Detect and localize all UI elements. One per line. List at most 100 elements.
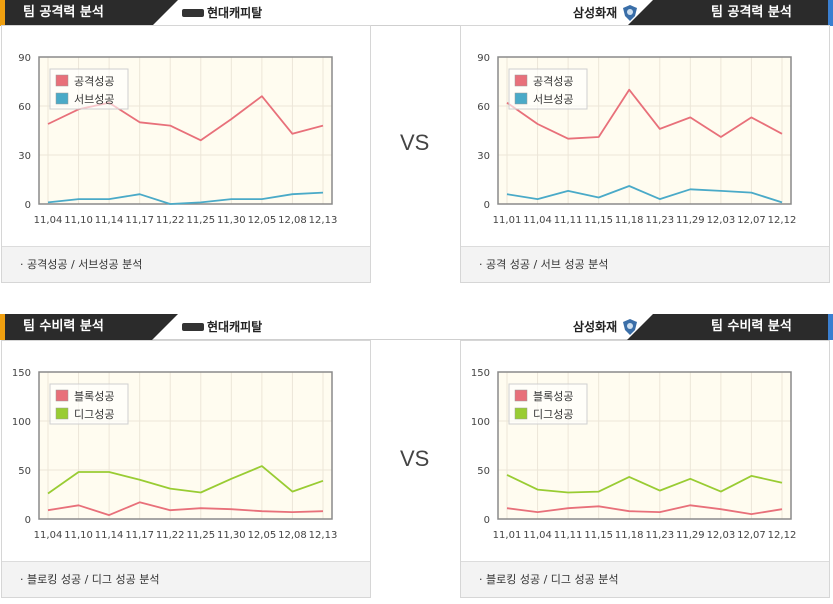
legend-swatch bbox=[55, 92, 69, 105]
series-line-2 bbox=[506, 474, 783, 494]
legend-label: 공격성공 bbox=[533, 75, 573, 88]
x-tick-label: 11,22 bbox=[156, 215, 185, 226]
legend-swatch bbox=[514, 74, 528, 87]
tab-defense-right[interactable]: 팀 수비력 분석 bbox=[627, 314, 833, 340]
legend-swatch bbox=[55, 407, 69, 420]
y-tick-label: 50 bbox=[18, 466, 31, 477]
x-tick-label: 12,13 bbox=[309, 530, 338, 541]
x-tick-label: 11,30 bbox=[217, 215, 246, 226]
legend-label: 블록성공 bbox=[74, 390, 114, 403]
chart-panel-defense-hyundai: 0 50 100 150 11,04 11,10 11,14 11,17 11,22 11,25 1… bbox=[1, 340, 371, 598]
x-tick-label: 11,18 bbox=[615, 530, 644, 541]
x-tick-label: 11,11 bbox=[554, 215, 583, 226]
attack-chart-samsung: 0 30 60 90 11,01 11,04 11,11 11,15 11,18 11,23 11,… bbox=[477, 53, 796, 226]
x-tick-label: 12,08 bbox=[278, 215, 307, 226]
plot-frame bbox=[38, 371, 333, 520]
x-tick-label: 12,12 bbox=[768, 530, 797, 541]
x-tick-label: 11,04 bbox=[523, 530, 552, 541]
x-tick-label: 11,29 bbox=[676, 215, 705, 226]
team-label: 현대캐피탈 bbox=[207, 320, 263, 334]
legend-label: 서브성공 bbox=[533, 93, 573, 106]
team-name-left: 현대캐피탈 bbox=[182, 314, 262, 340]
y-tick-label: 150 bbox=[12, 368, 31, 379]
team-label: 현대캐피탈 bbox=[207, 6, 263, 20]
team-label: 삼성화재 bbox=[573, 6, 618, 20]
team-label: 삼성화재 bbox=[573, 320, 618, 334]
x-tick-label: 11,25 bbox=[186, 215, 215, 226]
x-tick-label: 12,05 bbox=[248, 215, 277, 226]
chart-caption: · 블로킹 성공 / 디그 성공 분석 bbox=[2, 561, 370, 597]
legend-label: 블록성공 bbox=[533, 390, 573, 403]
x-tick-label: 11,23 bbox=[645, 215, 674, 226]
hyundai-logo-icon bbox=[182, 322, 204, 331]
x-tick-label: 11,10 bbox=[64, 530, 93, 541]
x-tick-label: 11,18 bbox=[615, 215, 644, 226]
y-tick-label: 60 bbox=[18, 102, 31, 113]
y-tick-label: 0 bbox=[25, 200, 31, 211]
plot-frame bbox=[497, 371, 792, 520]
y-tick-label: 50 bbox=[477, 466, 490, 477]
chart-caption: · 공격성공 / 서브성공 분석 bbox=[2, 246, 370, 282]
header-divider bbox=[0, 339, 833, 340]
chart-panel-attack-samsung: 0 30 60 90 11,01 11,04 11,11 11,15 11,18 11,23 11,… bbox=[460, 25, 830, 283]
series-line-2 bbox=[47, 465, 324, 495]
y-tick-label: 30 bbox=[18, 151, 31, 162]
attack-header: 팀 공격력 분석 현대캐피탈 삼성화재 팀 공격력 분석 bbox=[0, 0, 833, 26]
chart-caption: · 공격 성공 / 서브 성공 분석 bbox=[461, 246, 829, 282]
y-tick-label: 150 bbox=[471, 368, 490, 379]
attack-chart-hyundai: 0 30 60 90 11,04 11,10 11,14 11,17 11,22 11,25 11,… bbox=[18, 53, 338, 226]
x-tick-label: 11,29 bbox=[676, 530, 705, 541]
x-tick-label: 12,05 bbox=[248, 530, 277, 541]
tab-defense-left[interactable]: 팀 수비력 분석 bbox=[0, 314, 178, 340]
legend-swatch bbox=[55, 74, 69, 87]
x-tick-label: 12,03 bbox=[707, 530, 736, 541]
y-tick-label: 90 bbox=[18, 53, 31, 64]
y-tick-label: 100 bbox=[12, 417, 31, 428]
legend-swatch bbox=[55, 389, 69, 402]
y-tick-label: 60 bbox=[477, 102, 490, 113]
x-tick-label: 11,23 bbox=[645, 530, 674, 541]
chart-panel-defense-samsung: 0 50 100 150 11,01 11,04 11,11 11,15 11,18 11,23 1… bbox=[460, 340, 830, 598]
x-tick-label: 12,07 bbox=[737, 530, 766, 541]
series-line-2 bbox=[506, 185, 783, 204]
tab-attack-left[interactable]: 팀 공격력 분석 bbox=[0, 0, 178, 26]
x-tick-label: 11,11 bbox=[554, 530, 583, 541]
team-name-left: 현대캐피탈 bbox=[182, 0, 262, 26]
x-tick-label: 11,22 bbox=[156, 530, 185, 541]
x-tick-label: 12,07 bbox=[737, 215, 766, 226]
series-line-1 bbox=[47, 501, 324, 517]
x-tick-label: 11,04 bbox=[523, 215, 552, 226]
x-tick-label: 12,03 bbox=[707, 215, 736, 226]
y-tick-label: 0 bbox=[484, 200, 490, 211]
x-tick-label: 12,13 bbox=[309, 215, 338, 226]
legend-label: 서브성공 bbox=[74, 93, 114, 106]
hyundai-logo-icon bbox=[182, 8, 204, 17]
tab-attack-right[interactable]: 팀 공격력 분석 bbox=[627, 0, 833, 26]
header-divider bbox=[0, 25, 833, 26]
x-tick-label: 11,25 bbox=[186, 530, 215, 541]
y-tick-label: 90 bbox=[477, 53, 490, 64]
x-tick-label: 11,10 bbox=[64, 215, 93, 226]
x-tick-label: 11,17 bbox=[125, 215, 154, 226]
legend-swatch bbox=[514, 92, 528, 105]
series-line-2 bbox=[47, 191, 324, 205]
y-tick-label: 0 bbox=[484, 515, 490, 526]
y-tick-label: 30 bbox=[477, 151, 490, 162]
x-tick-label: 11,04 bbox=[34, 215, 63, 226]
series-line-1 bbox=[506, 88, 783, 140]
y-tick-label: 0 bbox=[25, 515, 31, 526]
x-tick-label: 11,30 bbox=[217, 530, 246, 541]
y-tick-label: 100 bbox=[471, 417, 490, 428]
series-line-1 bbox=[506, 504, 783, 516]
legend-label: 디그성공 bbox=[74, 408, 114, 421]
legend-swatch bbox=[514, 389, 528, 402]
x-tick-label: 11,15 bbox=[584, 215, 613, 226]
legend-label: 공격성공 bbox=[74, 75, 114, 88]
x-tick-label: 11,14 bbox=[95, 530, 124, 541]
plot-frame bbox=[497, 56, 792, 205]
vs-label: VS bbox=[400, 130, 430, 155]
x-tick-label: 11,14 bbox=[95, 215, 124, 226]
legend-swatch bbox=[514, 407, 528, 420]
